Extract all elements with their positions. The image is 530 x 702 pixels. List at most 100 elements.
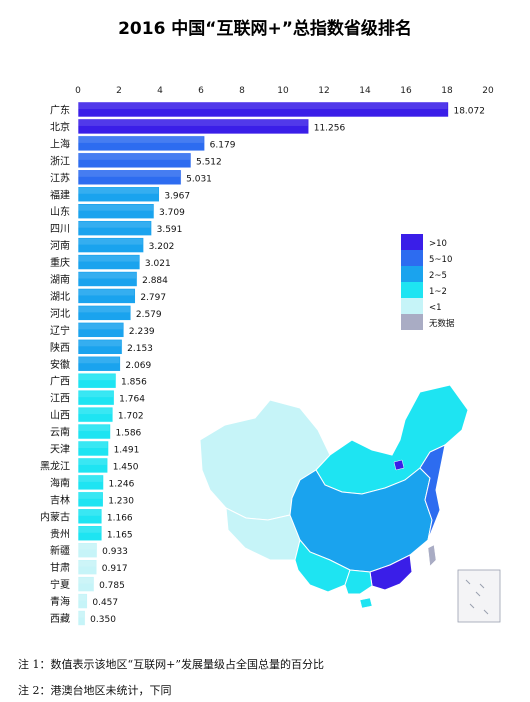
bar bbox=[77, 474, 104, 491]
x-tick-label: 6 bbox=[198, 86, 204, 96]
map-region-east-coast bbox=[419, 444, 446, 541]
value-label: 1.764 bbox=[119, 395, 145, 405]
bar bbox=[77, 423, 111, 440]
category-label: 西藏 bbox=[50, 613, 70, 625]
category-label: 青海 bbox=[50, 595, 70, 608]
value-label: 2.579 bbox=[136, 310, 162, 320]
category-label: 福建 bbox=[50, 188, 70, 201]
bar-highlight bbox=[78, 323, 123, 330]
bar bbox=[77, 440, 109, 457]
x-tick-label: 0 bbox=[75, 86, 81, 96]
footnote-2: 注 2：港澳台地区未统计，下同 bbox=[18, 684, 172, 697]
x-tick-label: 12 bbox=[318, 86, 329, 96]
bar-highlight bbox=[78, 204, 154, 211]
bar-highlight bbox=[78, 458, 107, 465]
x-tick-label: 4 bbox=[157, 86, 163, 96]
map-region-guangdong bbox=[369, 554, 413, 591]
bar bbox=[77, 610, 86, 626]
x-axis: 0 2 4 6 8 10 12 14 16 18 20 bbox=[75, 86, 494, 96]
legend-label: <1 bbox=[429, 303, 442, 313]
bar bbox=[77, 593, 88, 609]
bar-highlight bbox=[78, 408, 112, 415]
value-label: 1.586 bbox=[116, 429, 142, 439]
legend-label: 1~2 bbox=[429, 287, 447, 297]
value-label: 5.031 bbox=[186, 174, 212, 184]
bar-highlight bbox=[78, 543, 97, 550]
map-region-southwest bbox=[294, 538, 351, 593]
category-label: 广东 bbox=[50, 104, 70, 117]
x-tick-label: 2 bbox=[116, 86, 122, 96]
legend-label: >10 bbox=[429, 239, 447, 249]
x-tick-label: 8 bbox=[239, 86, 245, 96]
bars-group: 广东 18.072 北京 11.256 上海 6.179 浙江 5.512 江苏 5.031 福建 3… bbox=[40, 101, 485, 626]
value-label: 11.256 bbox=[314, 123, 346, 133]
legend: >10 5~10 2~5 1~2 <1 无数据 bbox=[401, 234, 455, 330]
bar bbox=[77, 508, 103, 525]
bar bbox=[77, 389, 115, 406]
bar-highlight bbox=[78, 289, 135, 296]
bar bbox=[77, 559, 98, 575]
bar-highlight bbox=[78, 391, 114, 398]
bar-highlight bbox=[78, 306, 130, 313]
bar-highlight bbox=[78, 374, 116, 381]
bar bbox=[77, 271, 138, 287]
category-label: 内蒙古 bbox=[40, 510, 70, 523]
bar bbox=[77, 525, 103, 542]
category-label: 浙江 bbox=[50, 155, 70, 167]
value-label: 2.797 bbox=[140, 293, 166, 303]
value-label: 0.917 bbox=[102, 564, 128, 574]
value-label: 5.512 bbox=[196, 157, 222, 167]
bar bbox=[77, 254, 141, 270]
bar bbox=[77, 152, 192, 169]
bar bbox=[77, 169, 182, 186]
category-label: 辽宁 bbox=[50, 324, 70, 337]
footnote-1: 注 1：数值表示该地区“互联网+”发展量级占全国总量的百分比 bbox=[18, 658, 324, 671]
legend-swatch bbox=[401, 234, 423, 250]
value-label: 18.072 bbox=[453, 107, 485, 117]
bar-highlight bbox=[78, 153, 190, 160]
bar-highlight bbox=[78, 509, 101, 516]
bar-highlight bbox=[78, 340, 122, 347]
value-label: 3.591 bbox=[157, 225, 183, 235]
value-label: 2.884 bbox=[142, 276, 168, 286]
map-region-guangxi bbox=[344, 569, 373, 595]
bar-highlight bbox=[78, 425, 110, 432]
value-label: 1.491 bbox=[114, 446, 140, 456]
legend-swatch bbox=[401, 266, 423, 282]
category-label: 天津 bbox=[50, 444, 70, 456]
category-label: 安徽 bbox=[50, 358, 70, 371]
category-label: 陕西 bbox=[50, 341, 70, 354]
legend-swatch bbox=[401, 298, 423, 314]
legend-label: 5~10 bbox=[429, 255, 452, 265]
legend-swatch bbox=[401, 314, 423, 330]
category-label: 湖南 bbox=[50, 273, 70, 286]
value-label: 1.246 bbox=[109, 479, 135, 489]
china-map bbox=[199, 384, 501, 623]
map-region-taiwan bbox=[427, 544, 437, 567]
value-label: 2.239 bbox=[129, 327, 155, 337]
bar bbox=[77, 338, 123, 355]
map-region-north bbox=[315, 384, 469, 495]
bar bbox=[77, 576, 95, 592]
category-label: 四川 bbox=[50, 224, 70, 235]
x-tick-label: 16 bbox=[400, 86, 412, 96]
chart-title: 2016 中国“互联网+”总指数省级排名 bbox=[118, 19, 412, 39]
value-label: 1.450 bbox=[113, 462, 139, 472]
bar-highlight bbox=[78, 594, 87, 601]
bar-highlight bbox=[78, 357, 120, 364]
south-china-sea-inset bbox=[457, 569, 501, 623]
value-label: 0.785 bbox=[99, 581, 125, 591]
value-label: 3.709 bbox=[159, 208, 185, 218]
legend-swatch bbox=[401, 282, 423, 298]
category-label: 江苏 bbox=[50, 171, 70, 184]
legend-swatch bbox=[401, 250, 423, 266]
value-label: 3.202 bbox=[149, 242, 175, 252]
bar bbox=[77, 372, 117, 389]
value-label: 2.153 bbox=[127, 344, 153, 354]
x-tick-label: 18 bbox=[441, 86, 453, 96]
value-label: 6.179 bbox=[210, 140, 236, 150]
category-label: 重庆 bbox=[50, 256, 70, 269]
value-label: 3.021 bbox=[145, 259, 171, 269]
bar bbox=[77, 101, 449, 118]
bar bbox=[77, 220, 152, 236]
